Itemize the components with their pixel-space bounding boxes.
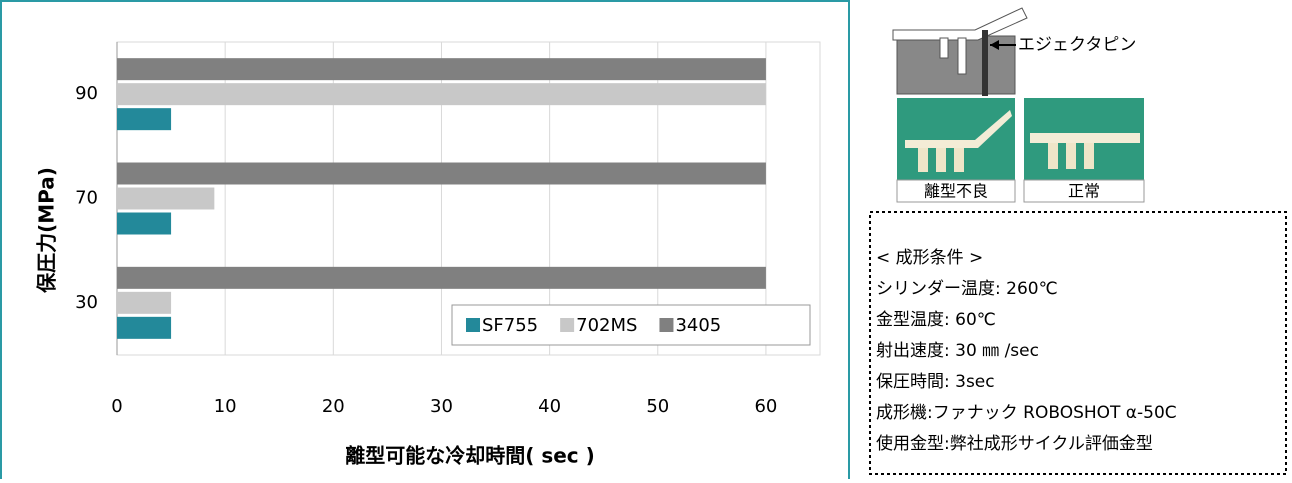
caption-box xyxy=(1023,179,1145,203)
conditions-box xyxy=(869,211,1287,475)
bar xyxy=(117,212,172,235)
bar xyxy=(117,162,766,185)
x-tick-label: 60 xyxy=(754,396,777,417)
legend-label: SF755 xyxy=(482,315,538,336)
x-tick-label: 0 xyxy=(111,396,122,417)
condition-line: 保圧時間: 3sec xyxy=(876,372,995,392)
photo-part xyxy=(905,110,1012,148)
ejector-pin xyxy=(982,30,988,96)
arrow-head xyxy=(990,40,999,50)
x-tick-label: 30 xyxy=(430,396,453,417)
legend-swatch xyxy=(659,318,674,332)
condition-line: 射出速度: 30 ㎜ /sec xyxy=(876,341,1039,361)
bar xyxy=(117,58,766,81)
x-tick-label: 10 xyxy=(214,396,237,417)
condition-line: 成形機:ファナック ROBOSHOT α-50C xyxy=(876,403,1177,423)
caption-box xyxy=(896,179,1016,203)
bar xyxy=(117,316,172,339)
legend-label: 702MS xyxy=(576,315,637,336)
bar xyxy=(117,83,766,106)
photo-part xyxy=(936,148,946,172)
legend-label: 3405 xyxy=(675,315,721,336)
photo-part xyxy=(1084,143,1094,169)
legend-swatch xyxy=(466,318,480,332)
bar xyxy=(117,108,172,131)
photo-label: 離型不良 xyxy=(924,182,988,201)
x-tick-label: 40 xyxy=(538,396,561,417)
photo-part xyxy=(954,148,964,172)
x-tick-label: 20 xyxy=(322,396,345,417)
photo-part xyxy=(1048,143,1058,169)
legend xyxy=(451,304,811,346)
rib xyxy=(939,37,949,59)
legend-swatch xyxy=(560,318,575,332)
photo-label: 正常 xyxy=(1068,182,1100,201)
photo-part xyxy=(1066,143,1076,169)
bar xyxy=(117,291,172,314)
y-tick-label: 70 xyxy=(75,188,98,209)
pin-label: エジェクタピン xyxy=(1018,35,1136,55)
condition-line: 使用金型:弊社成形サイクル評価金型 xyxy=(876,433,1153,454)
condition-line: 金型温度: 60℃ xyxy=(876,310,996,330)
x-tick-label: 50 xyxy=(646,396,669,417)
rib xyxy=(957,37,967,75)
y-axis-title: 保圧力(MPa) xyxy=(35,167,59,294)
photo-part xyxy=(918,148,928,172)
bar xyxy=(117,187,215,210)
ejector-diagram: エジェクタピン 離型不良 正常 xyxy=(892,7,1145,203)
photo-part xyxy=(1030,133,1140,143)
condition-line: シリンダー温度: 260℃ xyxy=(876,279,1058,299)
x-axis-title: 離型可能な冷却時間( sec ) xyxy=(345,444,595,468)
part xyxy=(892,7,1028,41)
y-tick-label: 30 xyxy=(75,292,98,313)
chart-frame xyxy=(0,0,850,483)
condition-line: < 成形条件 > xyxy=(876,248,983,268)
y-tick-label: 90 xyxy=(75,83,98,104)
bar xyxy=(117,266,766,289)
